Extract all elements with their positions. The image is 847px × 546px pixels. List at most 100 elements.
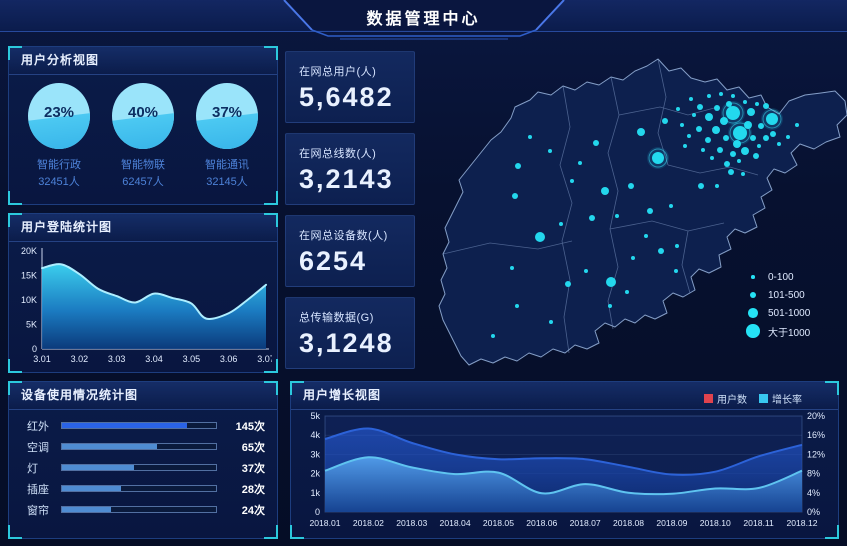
- svg-text:2018.06: 2018.06: [526, 518, 557, 528]
- svg-text:8%: 8%: [807, 469, 820, 479]
- svg-text:3.06: 3.06: [220, 354, 238, 364]
- gauge-iot: 40% 智能物联 62457人: [101, 83, 185, 189]
- corner-bracket: [8, 213, 22, 227]
- bar-row: 红外 145次: [9, 415, 277, 436]
- bar-category-label: 灯: [27, 462, 38, 475]
- panel-user-analysis: 用户分析视图 23% 智能行政 32451人 40% 智能物联 62457人 3…: [8, 46, 278, 205]
- legend-dot-cell: [744, 275, 762, 279]
- svg-text:0: 0: [315, 507, 320, 517]
- stat-value: 3,1248: [299, 328, 394, 358]
- liquid-gauge-circle: 23%: [28, 83, 90, 149]
- stat-card-total-data: 总传输数据(G) 3,1248: [285, 297, 415, 369]
- page-title: 数据管理中心: [366, 11, 481, 28]
- top-header-bar: 数据管理中心: [0, 0, 847, 40]
- corner-bracket: [264, 359, 278, 373]
- legend-label: 大于1000: [768, 327, 811, 339]
- stat-label: 在网总用户(人): [299, 66, 377, 78]
- corner-bracket: [8, 381, 22, 395]
- gauge-count: 62457人: [122, 176, 164, 188]
- gauge-label: 智能物联: [121, 159, 165, 171]
- svg-text:16%: 16%: [807, 430, 825, 440]
- bar-value: 24次: [241, 504, 265, 517]
- corner-bracket: [825, 381, 839, 395]
- bubble-size-dot: [749, 291, 757, 299]
- corner-bracket: [8, 191, 22, 205]
- panel-title-login-stats: 用户登陆统计图: [9, 214, 277, 242]
- liquid-gauge-circle: 40%: [112, 83, 174, 149]
- svg-text:2018.12: 2018.12: [786, 518, 817, 528]
- legend-label: 101-500: [768, 289, 805, 301]
- stat-label: 在网总线数(人): [299, 148, 377, 160]
- svg-text:3.04: 3.04: [145, 354, 163, 364]
- svg-text:2018.03: 2018.03: [396, 518, 427, 528]
- bar-category-label: 空调: [27, 441, 49, 454]
- bar-row: 灯 37次: [9, 457, 277, 478]
- gauge-admin: 23% 智能行政 32451人: [17, 83, 101, 189]
- gauge-count: 32145人: [206, 176, 248, 188]
- svg-text:4%: 4%: [807, 488, 820, 498]
- header-ornament: [282, 0, 565, 40]
- bar-category-label: 窗帘: [27, 504, 49, 517]
- bar-track: [61, 443, 217, 450]
- svg-text:3k: 3k: [310, 449, 320, 459]
- svg-text:2018.11: 2018.11: [743, 518, 774, 528]
- panel-login-stats: 用户登陆统计图 0 5K 10K 15K 20K 3.01 3.02 3.03 3.04 3.05…: [8, 213, 278, 373]
- liquid-gauge-circle: 37%: [196, 83, 258, 149]
- bar-row: 窗帘 24次: [9, 499, 277, 520]
- gauge-group: 23% 智能行政 32451人 40% 智能物联 62457人 37% 智能通讯…: [9, 83, 277, 189]
- svg-text:2018.07: 2018.07: [570, 518, 601, 528]
- bar-fill: [62, 423, 187, 428]
- bar-fill: [62, 486, 121, 491]
- svg-text:3.07: 3.07: [257, 354, 272, 364]
- svg-text:3.01: 3.01: [33, 354, 51, 364]
- bar-track: [61, 464, 217, 471]
- svg-text:2018.09: 2018.09: [656, 518, 687, 528]
- gauge-percent: 23%: [43, 104, 75, 121]
- svg-text:3.05: 3.05: [183, 354, 201, 364]
- corner-bracket: [825, 525, 839, 539]
- stat-card-total-users: 在网总用户(人) 5,6482: [285, 51, 415, 123]
- corner-bracket: [264, 525, 278, 539]
- bar-category-label: 插座: [27, 483, 49, 496]
- stat-label: 在网总设备数(人): [299, 230, 388, 242]
- stat-card-total-lines: 在网总线数(人) 3,2143: [285, 133, 415, 205]
- svg-text:3.02: 3.02: [71, 354, 89, 364]
- growth-chart-legend: 用户数 增长率: [704, 391, 802, 406]
- growth-area-chart: 0 1k 2k 3k 4k 5k 0% 4% 8% 12% 16% 20% 2018.01 2018.02…: [309, 411, 825, 528]
- svg-text:2k: 2k: [310, 469, 320, 479]
- corner-bracket: [264, 191, 278, 205]
- bar-fill: [62, 507, 112, 512]
- svg-text:12%: 12%: [807, 449, 825, 459]
- bar-category-label: 红外: [27, 420, 49, 433]
- panel-user-growth: 用户增长视图 用户数 增长率 0 1k 2k 3k 4k 5k 0% 4% 8% 12% 16% 20…: [290, 381, 839, 539]
- corner-bracket: [290, 525, 304, 539]
- legend-swatch: [704, 394, 713, 403]
- svg-text:2018.02: 2018.02: [353, 518, 384, 528]
- bar-fill: [62, 444, 158, 449]
- legend-item-growth-rate[interactable]: 增长率: [759, 391, 802, 406]
- stat-label: 总传输数据(G): [299, 312, 374, 324]
- legend-label: 增长率: [772, 395, 802, 406]
- bar-track: [61, 422, 217, 429]
- stat-card-total-devices: 在网总设备数(人) 6254: [285, 215, 415, 287]
- stat-value: 5,6482: [299, 82, 394, 112]
- svg-text:2018.10: 2018.10: [700, 518, 731, 528]
- map-legend-row: 501-1000: [744, 304, 810, 322]
- legend-item-users[interactable]: 用户数: [704, 391, 747, 406]
- panel-title-user-analysis: 用户分析视图: [9, 47, 277, 75]
- svg-text:2018.05: 2018.05: [483, 518, 514, 528]
- bubble-size-dot: [751, 275, 755, 279]
- svg-text:0%: 0%: [807, 507, 820, 517]
- map-legend-row: 0-100: [744, 268, 810, 286]
- map-bubbles-layer: [491, 92, 799, 338]
- gauge-comm: 37% 智能通讯 32145人: [185, 83, 269, 189]
- corner-bracket: [8, 46, 22, 60]
- svg-text:5k: 5k: [310, 411, 320, 421]
- legend-label: 0-100: [768, 271, 794, 283]
- svg-text:3.03: 3.03: [108, 354, 126, 364]
- login-area-chart: 0 5K 10K 15K 20K 3.01 3.02 3.03 3.04 3.05 3.06 3.07: [21, 246, 272, 364]
- gauge-label: 智能行政: [37, 159, 81, 171]
- bubble-size-dot: [746, 324, 760, 338]
- bar-value: 145次: [235, 420, 265, 433]
- map-legend-row: 101-500: [744, 286, 810, 304]
